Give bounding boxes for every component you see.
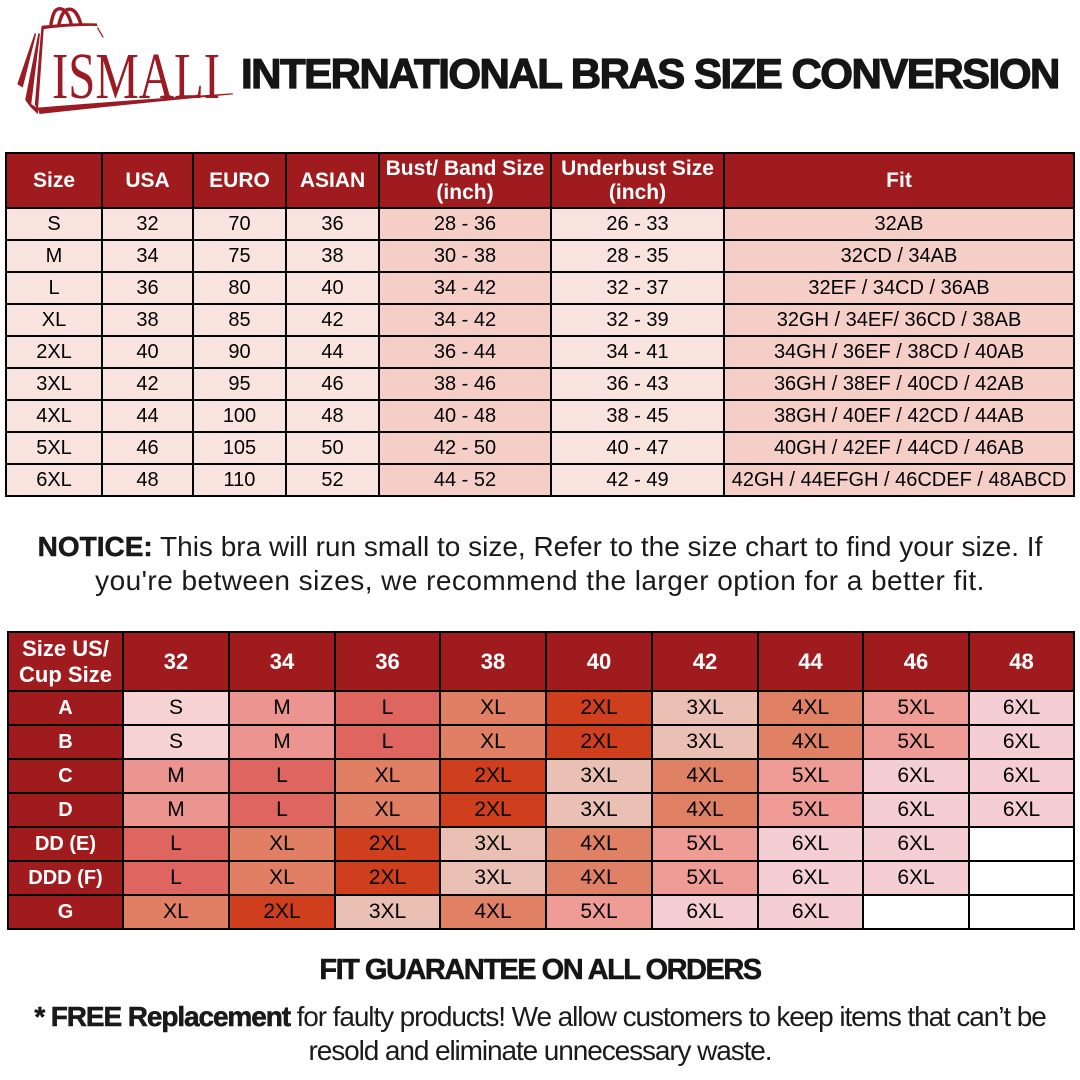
svg-text:ISMALI: ISMALI [52,40,220,113]
